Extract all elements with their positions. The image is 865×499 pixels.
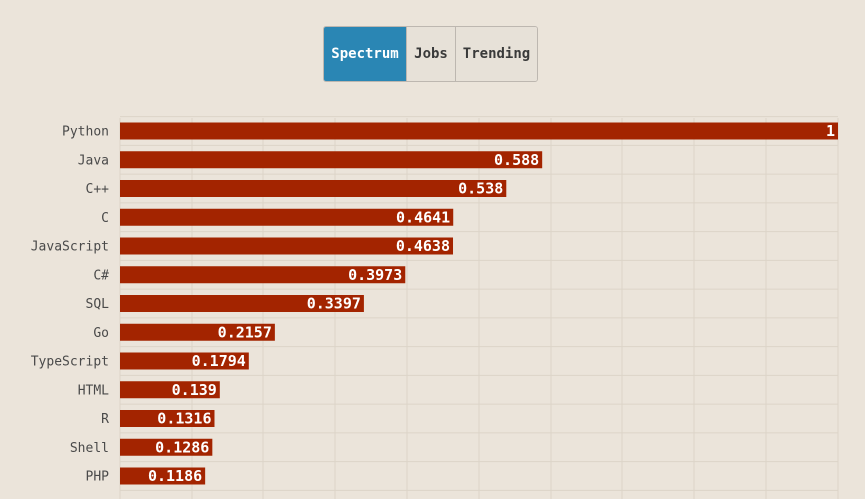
tab-trending[interactable]: Trending: [455, 27, 537, 81]
value-label: 0.538: [458, 180, 503, 198]
tab-spectrum[interactable]: Spectrum: [324, 27, 406, 81]
bar-html[interactable]: [120, 381, 220, 399]
ranking-tabs: Spectrum Jobs Trending: [323, 26, 538, 82]
category-label: R: [101, 412, 109, 427]
value-label: 0.1316: [157, 410, 211, 428]
category-label: Go: [93, 326, 109, 341]
value-label: 0.4641: [396, 208, 450, 226]
value-label: 0.4638: [396, 237, 450, 255]
bar-typescript[interactable]: [120, 352, 249, 370]
bar-sql[interactable]: [120, 295, 364, 312]
category-label: HTML: [78, 383, 109, 398]
category-label: Java: [78, 153, 109, 168]
value-label: 0.1286: [155, 438, 209, 456]
bar-c-[interactable]: [120, 180, 507, 197]
value-label: 0.1186: [148, 467, 202, 485]
bar-javascript[interactable]: [120, 237, 454, 255]
bar-c-[interactable]: [120, 266, 406, 284]
bar-python[interactable]: [120, 122, 838, 140]
value-label: 0.139: [172, 381, 217, 399]
bar-r[interactable]: [120, 410, 215, 427]
value-label: 1: [826, 122, 835, 140]
bar-java[interactable]: [120, 151, 543, 169]
category-label: Python: [62, 125, 109, 140]
category-label: PHP: [86, 470, 110, 485]
bar-c[interactable]: [120, 208, 454, 226]
category-label: TypeScript: [31, 355, 109, 370]
bar-php[interactable]: [120, 467, 206, 485]
bars: Python 1 Java 0.588 C++ 0.538 C 0.4641 JavaScrip…: [31, 122, 838, 485]
category-label: SQL: [86, 297, 110, 312]
category-label: C: [101, 211, 109, 226]
value-label: 0.3973: [348, 266, 402, 284]
value-label: 0.588: [494, 151, 539, 169]
category-label: C++: [86, 182, 110, 197]
bar-go[interactable]: [120, 323, 275, 341]
category-label: JavaScript: [31, 240, 109, 255]
category-label: C#: [93, 268, 109, 283]
tab-jobs[interactable]: Jobs: [406, 27, 455, 81]
bar-shell[interactable]: [120, 438, 213, 456]
value-label: 0.2157: [218, 323, 272, 341]
value-label: 0.1794: [192, 352, 246, 370]
category-label: Shell: [70, 441, 109, 456]
value-label: 0.3397: [307, 295, 361, 313]
